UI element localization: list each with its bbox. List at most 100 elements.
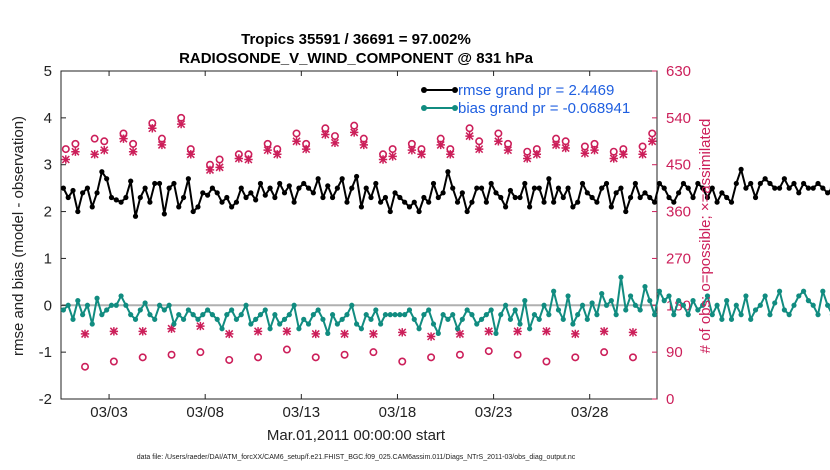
- x-tick-label: 03/08: [186, 404, 224, 421]
- rmse-point: [623, 208, 629, 215]
- bias-point: [478, 316, 485, 322]
- bias-point: [704, 293, 711, 299]
- y-tick-label: 2: [44, 204, 52, 221]
- x-axis-label: Mar.01,2011 00:00:00 start: [267, 427, 446, 444]
- rmse-point: [565, 185, 571, 191]
- bias-point: [329, 312, 336, 318]
- bias-point: [137, 307, 143, 313]
- rmse-point: [642, 190, 648, 196]
- bias-point: [786, 312, 792, 318]
- rmse-point: [767, 180, 773, 187]
- bias-point: [84, 302, 91, 308]
- bias-point: [603, 302, 610, 308]
- bias-point: [195, 316, 201, 322]
- rmse-point: [474, 185, 480, 191]
- rmse-point: [527, 204, 533, 210]
- rmse-point: [584, 190, 590, 196]
- bias-point: [373, 307, 379, 313]
- rmse-point: [493, 190, 499, 196]
- possible-obs-marker: [311, 353, 320, 362]
- assimilated-obs-marker: [628, 328, 638, 337]
- y-tick-label: 3: [44, 157, 52, 174]
- bias-point: [733, 302, 739, 308]
- bias-point: [161, 307, 167, 313]
- bias-point: [661, 298, 667, 304]
- bias-point: [757, 302, 763, 308]
- rmse-point: [195, 204, 201, 210]
- bias-point: [676, 298, 682, 304]
- bias-point: [339, 316, 345, 322]
- rmse-point: [551, 199, 557, 205]
- x-tick-label: 03/13: [283, 404, 321, 421]
- rmse-point: [137, 194, 143, 201]
- assimilated-obs-marker: [71, 147, 80, 156]
- possible-obs-marker: [455, 350, 464, 359]
- assimilated-obs-marker: [580, 149, 590, 158]
- rmse-point: [724, 194, 730, 201]
- bias-point: [204, 307, 211, 313]
- bias-point: [358, 326, 365, 332]
- bias-point: [248, 321, 254, 327]
- bias-point: [219, 326, 225, 332]
- possible-obs-marker: [398, 357, 407, 366]
- rmse-point: [507, 187, 514, 194]
- rmse-point: [647, 194, 653, 201]
- bias-point: [474, 321, 480, 327]
- assimilated-obs-marker: [551, 140, 561, 150]
- rmse-point: [224, 194, 230, 201]
- legend-rmse-marker: [421, 87, 427, 93]
- rmse-point: [469, 199, 475, 205]
- assimilated-obs-marker: [532, 150, 542, 159]
- bias-point: [325, 330, 331, 336]
- assimilated-obs-marker: [446, 150, 455, 159]
- rmse-point: [238, 185, 244, 191]
- rmse-point: [820, 185, 826, 191]
- assimilated-obs-marker: [282, 327, 292, 336]
- assimilated-obs-marker: [436, 140, 445, 150]
- bias-point: [262, 307, 268, 313]
- rmse-point: [142, 185, 148, 191]
- bias-point: [243, 302, 249, 308]
- y-tick-label: 5: [44, 63, 52, 80]
- bias-point: [315, 307, 321, 313]
- y-right-tick-label: 360: [666, 204, 691, 221]
- bias-point: [627, 293, 634, 299]
- rmse-point: [334, 185, 340, 191]
- bias-point: [762, 293, 768, 299]
- bias-point: [555, 307, 562, 313]
- bias-point: [666, 293, 672, 299]
- bias-point: [589, 300, 595, 306]
- assimilated-obs-marker: [234, 154, 244, 163]
- rmse-point: [368, 194, 374, 201]
- legend-rmse-marker: [452, 87, 458, 93]
- possible-obs-marker: [196, 348, 205, 357]
- possible-obs-marker: [129, 139, 138, 148]
- assimilated-obs-marker: [244, 155, 253, 164]
- bias-point: [180, 316, 187, 322]
- bias-point: [748, 316, 754, 322]
- bias-point: [599, 290, 605, 297]
- rmse-point: [156, 180, 163, 187]
- rmse-point: [752, 194, 759, 201]
- bias-series: [60, 274, 830, 336]
- possible-obs-marker: [61, 145, 70, 154]
- possible-obs-marker: [369, 348, 378, 357]
- rmse-point: [815, 180, 821, 187]
- x-tick-label: 03/18: [379, 404, 417, 421]
- assimilated-obs-marker: [609, 154, 618, 163]
- assimilated-obs-marker: [542, 327, 551, 336]
- bias-point: [685, 312, 691, 318]
- bias-point: [416, 326, 422, 332]
- bias-point: [75, 298, 81, 304]
- rmse-series: [60, 166, 830, 219]
- rmse-point: [267, 185, 273, 191]
- bias-point: [402, 312, 408, 318]
- rmse-point: [517, 194, 523, 201]
- rmse-point: [132, 213, 139, 219]
- assimilated-obs-marker: [186, 150, 195, 159]
- bias-point: [724, 298, 730, 304]
- possible-obs-marker: [292, 129, 301, 138]
- rmse-point: [464, 208, 470, 215]
- bias-point: [541, 302, 547, 308]
- assimilated-obs-marker: [119, 134, 128, 143]
